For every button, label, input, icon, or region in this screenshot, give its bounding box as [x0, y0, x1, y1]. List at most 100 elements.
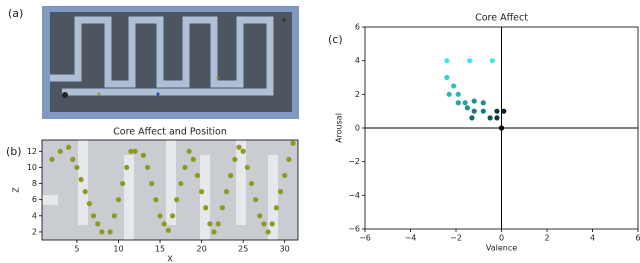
point — [451, 83, 457, 89]
point — [90, 213, 97, 219]
x-tick-label: 25 — [238, 245, 248, 254]
point — [178, 180, 184, 187]
point — [65, 144, 72, 150]
point — [228, 172, 234, 179]
point — [153, 197, 159, 203]
point — [198, 189, 205, 195]
y-tick-label: 4 — [32, 211, 37, 220]
point — [444, 74, 450, 81]
point — [132, 148, 138, 154]
point — [207, 221, 213, 227]
x-tick-label: −4 — [405, 234, 417, 243]
x-axis-label: Valence — [486, 244, 517, 253]
point — [57, 148, 63, 154]
plot-frame — [41, 139, 299, 241]
y-axis-label: Arousal — [335, 113, 344, 143]
x-tick-label: −6 — [359, 234, 371, 243]
x-tick-label: −2 — [450, 234, 462, 243]
x-tick-label: 4 — [590, 234, 595, 243]
x-tick-label: 0 — [499, 234, 504, 243]
point — [128, 148, 134, 154]
point — [257, 213, 263, 219]
point — [464, 105, 470, 111]
panel-label: (b) — [6, 145, 22, 158]
point — [253, 197, 259, 203]
point — [78, 176, 84, 183]
point — [219, 205, 225, 211]
point — [215, 221, 221, 227]
point — [107, 229, 113, 235]
point — [165, 227, 171, 233]
point — [265, 229, 271, 235]
point — [70, 156, 76, 162]
y-tick-label: −6 — [348, 225, 360, 234]
point — [469, 115, 475, 121]
point — [232, 156, 238, 162]
y-tick-label: 2 — [32, 227, 37, 236]
maze-render — [42, 6, 299, 119]
point — [462, 100, 468, 106]
y-tick-label: 4 — [355, 56, 360, 65]
point — [140, 152, 147, 158]
point — [489, 58, 495, 64]
y-tick-label: 8 — [32, 179, 37, 188]
point — [203, 205, 209, 211]
point — [471, 108, 477, 114]
x-tick-label: 2 — [544, 234, 549, 243]
point — [277, 189, 284, 195]
chart-title: Core Affect and Position — [113, 127, 227, 138]
y-tick-label: 6 — [32, 195, 37, 204]
point — [120, 180, 126, 187]
point — [444, 58, 450, 64]
point — [480, 100, 486, 106]
point — [194, 172, 201, 179]
x-tick-label: 5 — [74, 245, 79, 254]
y-axis-label: Z — [12, 187, 21, 193]
chart-title: Core Affect — [475, 13, 528, 24]
point — [182, 164, 188, 171]
y-tick-label: 6 — [355, 23, 360, 32]
point — [248, 180, 255, 187]
point — [480, 108, 486, 114]
point — [494, 108, 500, 114]
point — [467, 58, 473, 64]
y-tick-label: 12 — [27, 147, 37, 156]
point — [174, 197, 180, 203]
y-tick-label: 2 — [355, 90, 360, 99]
point — [190, 156, 196, 162]
point — [186, 148, 192, 154]
point — [494, 115, 500, 121]
point — [99, 229, 105, 235]
point — [161, 221, 167, 227]
y-tick-label: −2 — [348, 157, 360, 166]
point — [236, 144, 242, 150]
point — [244, 164, 250, 171]
point — [86, 201, 92, 207]
point — [49, 156, 55, 162]
x-tick-label: 20 — [196, 245, 206, 254]
panel-label: (c) — [328, 33, 343, 46]
point — [111, 213, 117, 219]
x-tick-label: 10 — [113, 245, 123, 254]
point — [455, 91, 461, 97]
y-tick-label: −4 — [348, 191, 360, 200]
x-axis-label: X — [167, 255, 173, 263]
x-tick-label: 6 — [635, 234, 640, 243]
point — [282, 172, 288, 179]
point — [240, 148, 246, 154]
x-tick-label: 15 — [155, 245, 165, 254]
point — [455, 100, 461, 106]
point — [95, 221, 101, 227]
point — [501, 108, 507, 114]
panel-label: (a) — [8, 7, 23, 20]
y-tick-label: 10 — [27, 163, 37, 172]
point — [82, 189, 88, 195]
point — [471, 98, 477, 104]
point — [157, 213, 163, 219]
position-background — [42, 140, 298, 240]
point — [290, 140, 296, 146]
point — [498, 125, 505, 131]
point — [269, 221, 275, 227]
point — [446, 91, 452, 97]
